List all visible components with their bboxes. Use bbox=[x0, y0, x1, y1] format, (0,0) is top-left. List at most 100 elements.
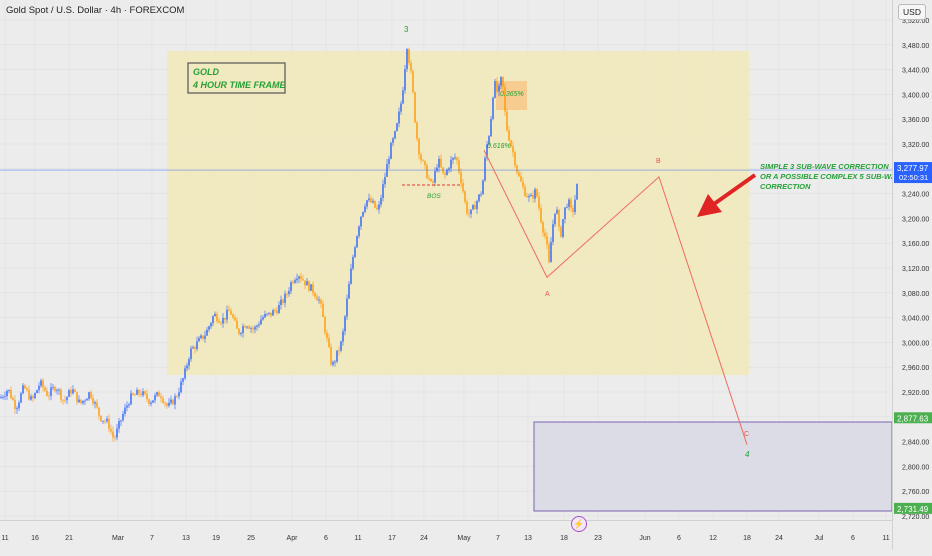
candle-body bbox=[304, 280, 306, 286]
candle-body bbox=[522, 181, 524, 187]
price-tick-label: 3,120.00 bbox=[902, 266, 929, 273]
candle-body bbox=[130, 393, 132, 405]
time-axis[interactable]: 11 16 21 Mar 7 13 19 25 Apr 6 11 17 24 May 7 13 18 23 Jun 6… bbox=[0, 520, 892, 551]
price-tick-label: 2,720.00 bbox=[902, 514, 929, 521]
candle-body bbox=[220, 322, 222, 324]
candle-body bbox=[404, 69, 406, 91]
price-tick-label: 3,040.00 bbox=[902, 316, 929, 323]
candle-body bbox=[460, 172, 462, 184]
price-axis[interactable]: 2,720.002,760.002,800.002,840.002,880.00… bbox=[892, 0, 932, 550]
candle-body bbox=[384, 176, 386, 185]
candle-body bbox=[124, 407, 126, 414]
candle-body bbox=[244, 326, 246, 328]
time-tick-label: 6 bbox=[677, 535, 681, 542]
correction-text-line1: SIMPLE 3 SUB-WAVE CORRECTION bbox=[760, 162, 889, 171]
candle-body bbox=[286, 293, 288, 295]
candle-body bbox=[108, 418, 110, 430]
candle-body bbox=[432, 181, 434, 183]
candle-body bbox=[112, 431, 114, 438]
candle-body bbox=[256, 325, 258, 327]
time-tick-label: 11 bbox=[354, 535, 361, 542]
candle-body bbox=[478, 194, 480, 202]
candle-body bbox=[520, 176, 522, 182]
candle-body bbox=[158, 392, 160, 397]
candle-body bbox=[208, 326, 210, 330]
candle-body bbox=[82, 400, 84, 404]
candle-body bbox=[538, 196, 540, 209]
candle-body bbox=[14, 400, 16, 410]
candle-body bbox=[516, 165, 518, 173]
price-chart[interactable]: GOLD 4 HOUR TIME FRAME SIMPLE 3 SUB-WAVE… bbox=[0, 0, 907, 520]
symbol-title[interactable]: Gold Spot / U.S. Dollar · 4h · FOREXCOM bbox=[6, 5, 185, 16]
price-tick-label: 3,000.00 bbox=[902, 340, 929, 347]
candle-body bbox=[368, 198, 370, 201]
candle-body bbox=[416, 122, 418, 139]
currency-button[interactable]: USD bbox=[898, 4, 926, 20]
candle-body bbox=[142, 391, 144, 396]
candle-body bbox=[386, 163, 388, 177]
candle-body bbox=[50, 387, 52, 396]
lightning-icon[interactable]: ⚡ bbox=[571, 516, 587, 532]
candle-body bbox=[414, 92, 416, 123]
candle-body bbox=[204, 335, 206, 339]
candle-body bbox=[498, 85, 500, 92]
candle-body bbox=[422, 160, 424, 162]
candle-body bbox=[52, 387, 54, 388]
candle-body bbox=[288, 291, 290, 295]
price-label-upper: 2,877.63 bbox=[894, 412, 932, 424]
price-tick-label: 3,400.00 bbox=[902, 92, 929, 99]
wave-b-label: B bbox=[656, 158, 661, 165]
candle-body bbox=[282, 299, 284, 303]
candle-body bbox=[136, 389, 138, 395]
candle-body bbox=[468, 213, 470, 215]
candle-body bbox=[262, 317, 264, 320]
candle-body bbox=[328, 338, 330, 348]
candle-body bbox=[84, 400, 86, 402]
time-tick-label: 7 bbox=[150, 535, 154, 542]
candle-body bbox=[72, 389, 74, 394]
candle-body bbox=[202, 335, 204, 339]
candle-body bbox=[350, 268, 352, 284]
candle-body bbox=[446, 169, 448, 175]
candle-body bbox=[144, 391, 146, 394]
chart-plot-area[interactable]: GOLD 4 HOUR TIME FRAME SIMPLE 3 SUB-WAVE… bbox=[0, 0, 907, 520]
candle-body bbox=[408, 49, 410, 63]
candle-body bbox=[334, 361, 336, 363]
candle-body bbox=[378, 204, 380, 210]
correction-text-line2: OR A POSSIBLE COMPLEX 5 SUB-WAVE bbox=[760, 172, 892, 181]
candle-body bbox=[106, 418, 108, 422]
candle-body bbox=[546, 236, 548, 245]
candle-body bbox=[364, 206, 366, 212]
candle-body bbox=[528, 196, 530, 198]
time-tick-label: 18 bbox=[560, 535, 568, 542]
candle-body bbox=[80, 399, 82, 404]
fib-high-label: 0.365% bbox=[500, 91, 524, 98]
candle-body bbox=[248, 326, 250, 329]
candle-body bbox=[554, 213, 556, 225]
candle-body bbox=[66, 396, 68, 401]
fib-low-label: 0.618% bbox=[487, 143, 511, 150]
candle-body bbox=[166, 403, 168, 406]
candle-body bbox=[246, 326, 248, 328]
price-tick-label: 3,360.00 bbox=[902, 117, 929, 124]
candle-body bbox=[236, 320, 238, 329]
candle-body bbox=[250, 327, 252, 329]
candle-body bbox=[296, 278, 298, 281]
price-axis-scale: 2,720.002,760.002,800.002,840.002,880.00… bbox=[894, 18, 932, 521]
candle-body bbox=[320, 299, 322, 304]
candle-body bbox=[494, 81, 496, 98]
candle-body bbox=[260, 319, 262, 325]
candle-body bbox=[88, 392, 90, 399]
candle-body bbox=[532, 194, 534, 199]
candle-body bbox=[44, 387, 46, 391]
candle-body bbox=[60, 389, 62, 400]
price-tick-label: 3,440.00 bbox=[902, 68, 929, 75]
candle-body bbox=[104, 420, 106, 422]
candle-body bbox=[500, 76, 502, 86]
candle-body bbox=[454, 157, 456, 159]
time-tick-label: 18 bbox=[743, 535, 751, 542]
candle-body bbox=[36, 390, 38, 393]
gold-label-line2: 4 HOUR TIME FRAME bbox=[192, 80, 286, 90]
time-tick-label: 6 bbox=[324, 535, 328, 542]
candle-body bbox=[126, 405, 128, 408]
